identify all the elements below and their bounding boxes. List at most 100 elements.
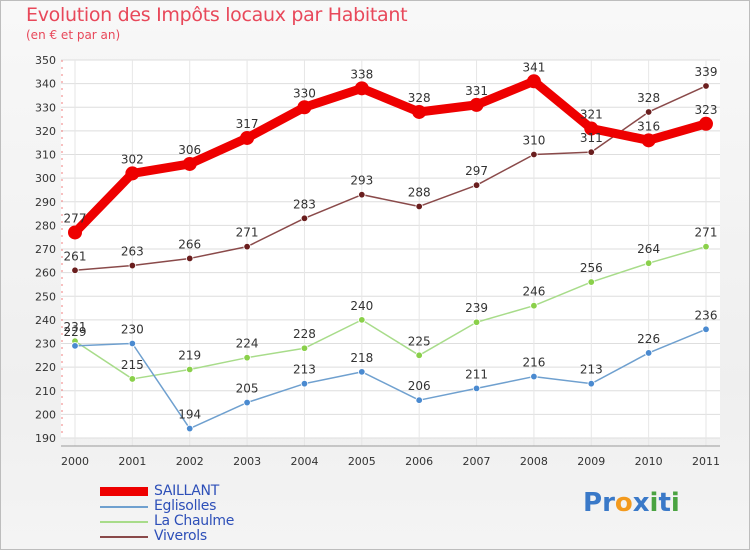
data-point <box>300 214 309 222</box>
data-label: 224 <box>236 337 259 351</box>
y-tick-label: 340 <box>35 78 56 91</box>
data-point <box>415 351 423 360</box>
data-label: 213 <box>293 363 316 377</box>
data-label: 328 <box>637 91 660 105</box>
data-label: 239 <box>465 301 488 315</box>
x-tick-label: 2007 <box>463 455 491 468</box>
y-tick-label: 210 <box>35 385 56 398</box>
logo-letter: r <box>602 488 615 518</box>
data-point <box>186 365 194 374</box>
data-label: 213 <box>580 363 603 377</box>
data-point <box>240 130 255 145</box>
data-point <box>526 74 541 89</box>
data-label: 229 <box>64 325 87 339</box>
legend: SAILLANT Eglisolles La Chaulme Viverols <box>100 484 234 544</box>
data-point <box>186 254 194 263</box>
data-point <box>472 181 481 189</box>
data-label: 194 <box>178 408 201 422</box>
y-tick-label: 350 <box>35 54 56 67</box>
data-point <box>702 82 710 90</box>
y-tick-label: 220 <box>35 361 56 374</box>
data-label: 341 <box>522 60 545 74</box>
data-label: 264 <box>637 242 660 256</box>
data-label: 261 <box>64 249 87 263</box>
data-point <box>641 133 656 148</box>
data-label: 228 <box>293 327 316 341</box>
data-point <box>469 97 484 112</box>
y-tick-label: 250 <box>35 290 56 303</box>
y-tick-label: 200 <box>35 408 56 421</box>
data-point <box>243 353 251 362</box>
logo-letter: P <box>583 488 603 518</box>
data-point <box>243 398 251 407</box>
data-point <box>128 339 137 348</box>
data-label: 323 <box>695 103 718 117</box>
proxiti-logo: Proxiti <box>583 488 680 518</box>
data-point <box>415 396 423 404</box>
x-tick-label: 2008 <box>520 455 548 468</box>
data-point <box>71 342 79 350</box>
data-point <box>300 379 309 388</box>
data-label: 311 <box>580 131 603 145</box>
data-point <box>358 190 366 199</box>
series-line-saillant <box>70 76 711 237</box>
y-tick-label: 260 <box>35 267 56 280</box>
data-point <box>243 242 251 251</box>
data-point <box>415 202 423 211</box>
data-label: 283 <box>293 197 316 211</box>
data-point <box>354 81 369 96</box>
x-tick-label: 2001 <box>118 455 146 468</box>
data-label: 328 <box>408 91 431 105</box>
x-tick-label: 2004 <box>290 455 318 468</box>
logo-letter: o <box>614 488 633 518</box>
data-point <box>702 242 710 251</box>
data-label: 240 <box>350 299 373 313</box>
data-label: 215 <box>121 358 144 372</box>
data-label: 271 <box>236 226 259 240</box>
data-point <box>644 259 653 267</box>
y-tick-label: 300 <box>35 172 56 185</box>
y-tick-label: 290 <box>35 196 56 209</box>
data-label: 219 <box>178 348 201 362</box>
data-label: 256 <box>580 261 603 275</box>
logo-letter: t <box>658 488 671 518</box>
data-label: 206 <box>408 379 431 393</box>
legend-swatch <box>100 487 148 496</box>
legend-item: Eglisolles <box>100 499 234 514</box>
data-point <box>587 278 595 286</box>
data-label: 236 <box>695 308 718 322</box>
logo-letter: i <box>649 488 659 518</box>
data-label: 230 <box>121 323 144 337</box>
data-point <box>182 156 197 171</box>
chart-subtitle: (en € et par an) <box>26 28 121 42</box>
y-tick-label: 240 <box>35 314 56 327</box>
legend-swatch <box>100 520 148 523</box>
data-label: 321 <box>580 108 603 122</box>
data-label: 330 <box>293 86 316 100</box>
data-point <box>128 261 137 270</box>
data-label: 231 <box>64 320 87 334</box>
data-point <box>472 318 481 326</box>
data-label: 277 <box>64 211 87 225</box>
x-tick-label: 2003 <box>233 455 261 468</box>
legend-label: Eglisolles <box>154 498 217 514</box>
data-label: 216 <box>522 356 545 370</box>
data-label: 246 <box>522 285 545 299</box>
y-tick-label: 320 <box>35 125 56 138</box>
y-tick-label: 310 <box>35 149 56 162</box>
data-label: 225 <box>408 334 431 348</box>
x-tick-label: 2002 <box>176 455 204 468</box>
data-label: 218 <box>350 351 373 365</box>
data-point <box>297 100 312 115</box>
data-label: 211 <box>465 367 488 381</box>
data-point <box>128 375 137 383</box>
logo-letter: i <box>670 488 680 518</box>
data-point <box>412 104 427 119</box>
data-point <box>71 266 79 274</box>
data-label: 205 <box>236 382 259 396</box>
data-point <box>358 316 366 324</box>
legend-swatch <box>100 505 148 508</box>
data-label: 297 <box>465 164 488 178</box>
y-tick-label: 330 <box>35 101 56 114</box>
